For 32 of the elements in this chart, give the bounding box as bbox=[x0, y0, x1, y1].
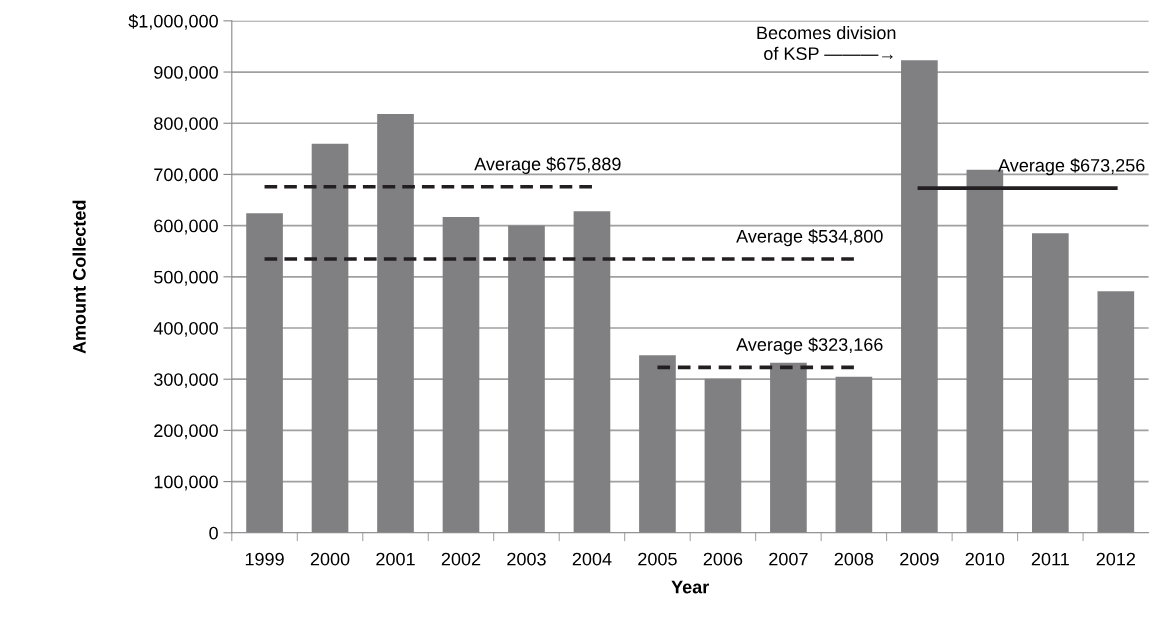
x-tick-label: 2005 bbox=[638, 552, 677, 566]
y-tick-label: 700,000 bbox=[154, 168, 218, 184]
x-tick-label: 2010 bbox=[965, 552, 1005, 566]
y-tick-label: 0 bbox=[209, 526, 218, 540]
y-tick-label: 400,000 bbox=[153, 321, 218, 337]
x-tick-label: 2001 bbox=[376, 552, 415, 566]
y-tick-label: 900,000 bbox=[154, 65, 218, 81]
x-tick-label: 1999 bbox=[245, 552, 284, 566]
series-label: Average $534,800 bbox=[736, 229, 883, 247]
series-label: Average $323,166 bbox=[736, 337, 883, 355]
x-tick-label: 2000 bbox=[310, 552, 350, 566]
y-tick-label: 300,000 bbox=[154, 373, 218, 389]
x-tick-label: 2004 bbox=[572, 552, 612, 566]
y-tick-label: 500,000 bbox=[154, 270, 218, 286]
x-tick-label: 2011 bbox=[1031, 552, 1069, 566]
x-tick-label: 2006 bbox=[703, 552, 743, 566]
y-tick-label: 200,000 bbox=[154, 424, 218, 440]
y-axis-title: Amount Collected bbox=[72, 200, 86, 354]
annotation: Becomes division of KSP ———→ bbox=[757, 25, 896, 60]
y-tick-label: 800,000 bbox=[154, 117, 218, 133]
x-tick-label: 2009 bbox=[900, 552, 939, 566]
series-label: Average $673,256 bbox=[998, 158, 1145, 176]
x-tick-label: 2003 bbox=[507, 552, 546, 566]
x-tick-label: 2012 bbox=[1096, 552, 1136, 566]
x-tick-label: 2007 bbox=[769, 552, 808, 566]
y-tick-label: 600,000 bbox=[154, 219, 218, 235]
series-label: Average $675,889 bbox=[474, 156, 621, 174]
y-tick-label: $1,000,000 bbox=[128, 14, 218, 30]
x-tick-label: 2008 bbox=[834, 552, 874, 566]
x-tick-label: 2002 bbox=[441, 552, 481, 566]
y-tick-label: 100,000 bbox=[154, 475, 218, 491]
x-axis-title: Year bbox=[671, 580, 709, 594]
